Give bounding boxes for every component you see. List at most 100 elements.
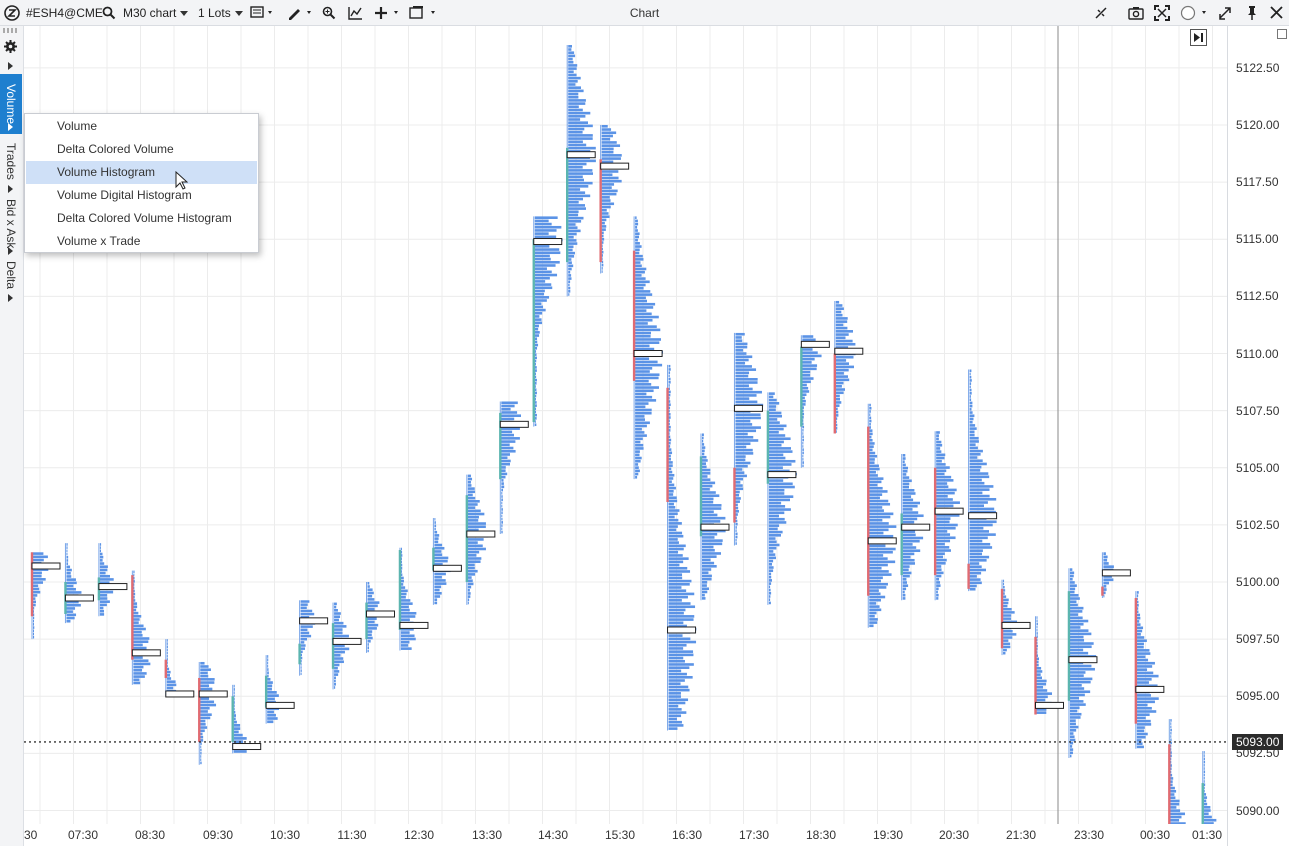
scroll-to-latest-button[interactable] (1190, 29, 1207, 46)
histogram-row (668, 586, 682, 589)
expand-arrow-icon[interactable] (8, 247, 13, 255)
histogram-row (1203, 822, 1214, 825)
candle-body[interactable] (599, 159, 602, 263)
add-icon[interactable] (374, 5, 404, 21)
search-icon[interactable] (102, 6, 116, 20)
zoom-icon[interactable] (322, 6, 336, 20)
candle-body[interactable] (1201, 783, 1204, 843)
candle-body[interactable] (1168, 744, 1171, 843)
candle-body[interactable] (733, 467, 736, 523)
menu-item-volume-x-trade[interactable]: Volume x Trade (57, 234, 141, 248)
histogram-row (668, 605, 696, 609)
candle-body[interactable] (1101, 586, 1104, 596)
expand-arrow-icon[interactable] (8, 62, 13, 70)
candle-body[interactable] (1134, 597, 1138, 724)
candle-body[interactable] (198, 677, 201, 742)
candle-body[interactable] (499, 412, 502, 480)
candle-body[interactable] (532, 239, 535, 423)
pin-icon[interactable] (1246, 5, 1258, 21)
menu-item-volume-digital-histogram[interactable]: Volume Digital Histogram (57, 188, 192, 202)
histogram-row (99, 600, 110, 603)
histogram-row (768, 456, 786, 460)
menu-item-delta-colored-volume-histogram[interactable]: Delta Colored Volume Histogram (57, 211, 232, 225)
histogram-row (133, 608, 137, 612)
tab-volume[interactable]: Volume (0, 74, 22, 134)
candle-body[interactable] (766, 410, 770, 484)
expand-arrow-icon[interactable] (8, 294, 13, 302)
candle-body[interactable] (699, 456, 703, 537)
candle-body[interactable] (800, 346, 803, 427)
candle-body[interactable] (1067, 591, 1071, 701)
camera-icon[interactable] (1128, 6, 1144, 20)
pencil-icon[interactable] (287, 5, 315, 21)
candle-body[interactable] (298, 643, 301, 665)
tab-bid-ask[interactable]: Bid x Ask (0, 194, 22, 254)
histogram-row (233, 733, 243, 737)
menu-item-volume-histogram[interactable]: Volume Histogram (26, 161, 257, 184)
axis-settings-button[interactable] (1277, 29, 1287, 39)
crosshair-off-icon[interactable] (1094, 6, 1108, 20)
expand-arrow-icon[interactable] (8, 185, 13, 193)
histogram-row (936, 437, 939, 441)
histogram-row (702, 513, 718, 517)
chart-style-icon[interactable] (250, 6, 276, 20)
candle-body[interactable] (432, 547, 435, 571)
histogram-row (1136, 645, 1144, 649)
candle-body[interactable] (566, 147, 569, 263)
app-logo-icon[interactable] (4, 5, 20, 21)
candle-body[interactable] (331, 623, 335, 669)
histogram-row (568, 143, 587, 147)
histogram-row (66, 607, 76, 610)
menu-item-delta-colored-volume[interactable]: Delta Colored Volume (57, 142, 174, 156)
histogram-row (702, 564, 717, 568)
time-axis[interactable]: 30 07:30 08:30 09:30 10:30 11:30 12:30 13:30 14:… (24, 824, 1227, 846)
histogram-row (1136, 723, 1152, 726)
histogram-row (869, 608, 882, 612)
window-layout-icon[interactable] (409, 5, 439, 21)
color-dropdown-icon[interactable] (1180, 5, 1210, 21)
tab-delta[interactable]: Delta (0, 257, 22, 293)
indicators-icon[interactable] (348, 6, 363, 20)
candle-body[interactable] (231, 696, 234, 742)
candle-body[interactable] (1000, 588, 1004, 649)
histogram-row (66, 584, 74, 588)
histogram-row (735, 368, 757, 371)
candle-body[interactable] (365, 602, 368, 640)
histogram-row (501, 514, 503, 518)
histogram-row (534, 378, 537, 382)
gear-icon[interactable] (4, 40, 17, 58)
tab-trades[interactable]: Trades (0, 136, 22, 186)
candle-body[interactable] (666, 387, 669, 503)
histogram-row (534, 257, 551, 261)
link-icon[interactable] (1218, 5, 1232, 21)
symbol-selector[interactable]: #ESH4@CME (26, 6, 103, 20)
candle-body[interactable] (164, 659, 167, 678)
poc-box (867, 537, 897, 545)
candle-body[interactable] (264, 675, 268, 708)
candle-body[interactable] (967, 563, 970, 589)
expand-arrow-icon[interactable] (8, 123, 13, 131)
candle-body[interactable] (465, 495, 469, 582)
candle-body[interactable] (833, 353, 836, 434)
price-axis[interactable]: 5122.50 5120.00 5117.50 5115.00 5112.50 5110.… (1227, 26, 1289, 846)
candle-body[interactable] (131, 575, 134, 660)
histogram-row (635, 306, 654, 309)
candle-body[interactable] (30, 552, 34, 617)
candle-body[interactable] (398, 550, 402, 630)
fullscreen-icon[interactable] (1154, 5, 1170, 21)
candle-body[interactable] (900, 513, 903, 576)
candle-body[interactable] (632, 250, 636, 381)
histogram-row (869, 496, 880, 500)
candle-body[interactable] (1034, 636, 1037, 715)
candle-body[interactable] (933, 467, 937, 576)
close-icon[interactable] (1270, 6, 1283, 20)
histogram-row (1136, 713, 1150, 717)
menu-item-volume[interactable]: Volume (57, 119, 98, 133)
histogram-row (768, 566, 774, 569)
lots-dropdown[interactable]: 1 Lots (198, 0, 243, 26)
drag-handle[interactable] (3, 28, 19, 33)
timeframe-dropdown[interactable]: M30 chart (123, 0, 189, 26)
histogram-row (33, 619, 34, 623)
histogram-row (99, 594, 108, 597)
candle-body[interactable] (867, 426, 870, 596)
